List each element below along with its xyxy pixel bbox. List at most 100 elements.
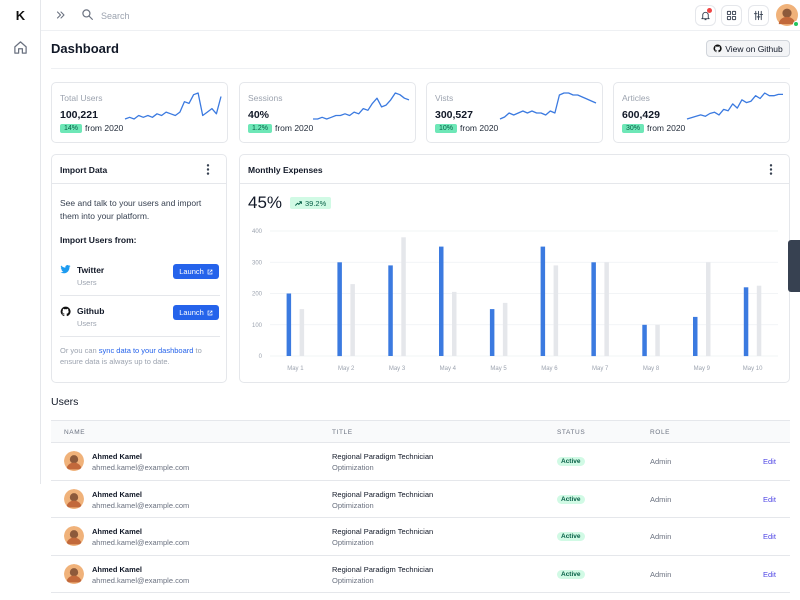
sidebar-rail: K bbox=[0, 0, 41, 484]
y-tick-label: 200 bbox=[252, 292, 263, 298]
x-tick-label: May 1 bbox=[287, 366, 304, 372]
x-tick-label: May 6 bbox=[541, 366, 558, 372]
online-indicator bbox=[793, 21, 799, 27]
settings-button[interactable] bbox=[748, 5, 769, 26]
users-table: NAME TITLE STATUS ROLE Ahmed Kamel ahmed… bbox=[51, 420, 790, 593]
service-name: Twitter bbox=[77, 265, 105, 275]
brand-logo[interactable]: K bbox=[15, 8, 26, 23]
x-tick-label: May 7 bbox=[592, 366, 609, 372]
edit-user-link[interactable]: Edit bbox=[763, 494, 776, 504]
more-options-icon[interactable] bbox=[206, 164, 210, 175]
sparkline bbox=[686, 92, 783, 120]
launch-twitter-button[interactable]: Launch bbox=[173, 264, 219, 279]
x-tick-label: May 2 bbox=[338, 366, 355, 372]
stat-footer: 30% from 2020 bbox=[622, 123, 685, 133]
bar bbox=[401, 237, 406, 357]
edit-user-link[interactable]: Edit bbox=[763, 457, 776, 466]
bar bbox=[591, 262, 596, 357]
trend-up-icon bbox=[295, 200, 302, 206]
service-divider bbox=[60, 336, 220, 337]
service-divider bbox=[60, 295, 220, 296]
bar bbox=[286, 293, 292, 356]
users-section-title: Users bbox=[51, 396, 79, 408]
y-tick-label: 100 bbox=[252, 323, 263, 329]
sync-data-link[interactable]: sync data to your dashboard bbox=[98, 346, 194, 355]
more-options-icon[interactable] bbox=[769, 164, 773, 175]
stat-suffix: from 2020 bbox=[460, 123, 499, 133]
import-footer: Or you can sync data to your dashboard t… bbox=[60, 345, 220, 367]
stat-badge: 14% bbox=[60, 123, 83, 133]
top-bar bbox=[41, 0, 800, 31]
card-header: Import Data bbox=[52, 155, 226, 184]
service-name: Github bbox=[77, 306, 105, 316]
side-drawer-tab[interactable] bbox=[788, 240, 800, 292]
stat-badge: 10% bbox=[435, 123, 458, 133]
import-data-card: Import Data See and talk to your users a… bbox=[51, 154, 227, 383]
footer-text: Or you can bbox=[60, 346, 97, 355]
stat-suffix: from 2020 bbox=[274, 123, 314, 133]
user-role: Admin bbox=[650, 532, 672, 541]
user-email: ahmed.kamel@example.com bbox=[92, 538, 190, 547]
sparkline bbox=[499, 92, 597, 120]
user-name: Ahmed Kamel bbox=[92, 564, 143, 574]
bar bbox=[655, 324, 660, 357]
external-link-icon bbox=[207, 269, 213, 274]
view-on-github-button[interactable]: View on Github bbox=[706, 40, 790, 57]
x-tick-label: May 5 bbox=[490, 366, 507, 372]
sparkline bbox=[124, 92, 222, 120]
user-department: Optimization bbox=[332, 463, 374, 472]
stat-label: Vists bbox=[435, 93, 454, 103]
card-title: Import Data bbox=[60, 165, 108, 175]
twitter-icon bbox=[60, 265, 71, 274]
stat-label: Sessions bbox=[248, 93, 283, 103]
github-icon bbox=[60, 306, 71, 317]
avatar bbox=[64, 526, 84, 546]
service-sub: Users bbox=[77, 278, 97, 287]
x-tick-label: May 8 bbox=[643, 366, 660, 372]
stat-card-total-users: Total Users 100,221 14% from 2020 bbox=[51, 82, 228, 143]
stat-value: 100,221 bbox=[60, 109, 98, 121]
import-subtitle: Import Users from: bbox=[60, 235, 137, 245]
launch-github-button[interactable]: Launch bbox=[173, 305, 219, 320]
stat-footer: 10% from 2020 bbox=[435, 123, 498, 133]
search-icon bbox=[82, 9, 93, 20]
user-title: Regional Paradigm Technician bbox=[332, 452, 434, 461]
search-input[interactable] bbox=[101, 6, 401, 25]
stat-card-sessions: Sessions 40% 1.2% from 2020 bbox=[239, 82, 416, 143]
sliders-icon bbox=[753, 10, 764, 21]
avatar bbox=[64, 563, 84, 584]
table-row: Ahmed Kamel ahmed.kamel@example.com Regi… bbox=[51, 443, 790, 481]
stat-label: Articles bbox=[622, 93, 650, 103]
user-title: Regional Paradigm Technician bbox=[332, 564, 434, 574]
table-body: Ahmed Kamel ahmed.kamel@example.com Regi… bbox=[51, 443, 790, 593]
column-header-role: ROLE bbox=[650, 429, 671, 436]
bar bbox=[299, 309, 305, 356]
user-avatar[interactable] bbox=[776, 4, 799, 27]
edit-user-link[interactable]: Edit bbox=[763, 569, 776, 579]
user-department: Optimization bbox=[332, 538, 374, 547]
bar bbox=[540, 246, 546, 356]
launch-label: Launch bbox=[179, 267, 204, 276]
external-link-icon bbox=[207, 310, 213, 315]
expenses-trend-badge: 39.2% bbox=[290, 197, 332, 209]
user-role: Admin bbox=[650, 494, 672, 504]
notifications-button[interactable] bbox=[695, 5, 716, 26]
apps-button[interactable] bbox=[721, 5, 742, 26]
edit-user-link[interactable]: Edit bbox=[763, 532, 776, 541]
column-header-status: STATUS bbox=[557, 429, 586, 436]
y-tick-label: 300 bbox=[252, 260, 263, 266]
x-tick-label: May 9 bbox=[694, 366, 711, 372]
bar bbox=[489, 309, 495, 356]
stat-suffix: from 2020 bbox=[85, 123, 124, 133]
bar bbox=[502, 302, 508, 356]
stat-suffix: from 2020 bbox=[647, 123, 686, 133]
bar bbox=[693, 316, 698, 356]
avatar bbox=[64, 488, 84, 509]
table-row: Ahmed Kamel ahmed.kamel@example.com Regi… bbox=[51, 556, 790, 593]
expand-icon[interactable] bbox=[55, 9, 67, 21]
avatar bbox=[64, 451, 84, 471]
service-github: Github Users Launch bbox=[52, 298, 226, 338]
user-name: Ahmed Kamel bbox=[92, 489, 143, 499]
home-icon[interactable] bbox=[13, 40, 28, 55]
user-role: Admin bbox=[650, 569, 672, 579]
